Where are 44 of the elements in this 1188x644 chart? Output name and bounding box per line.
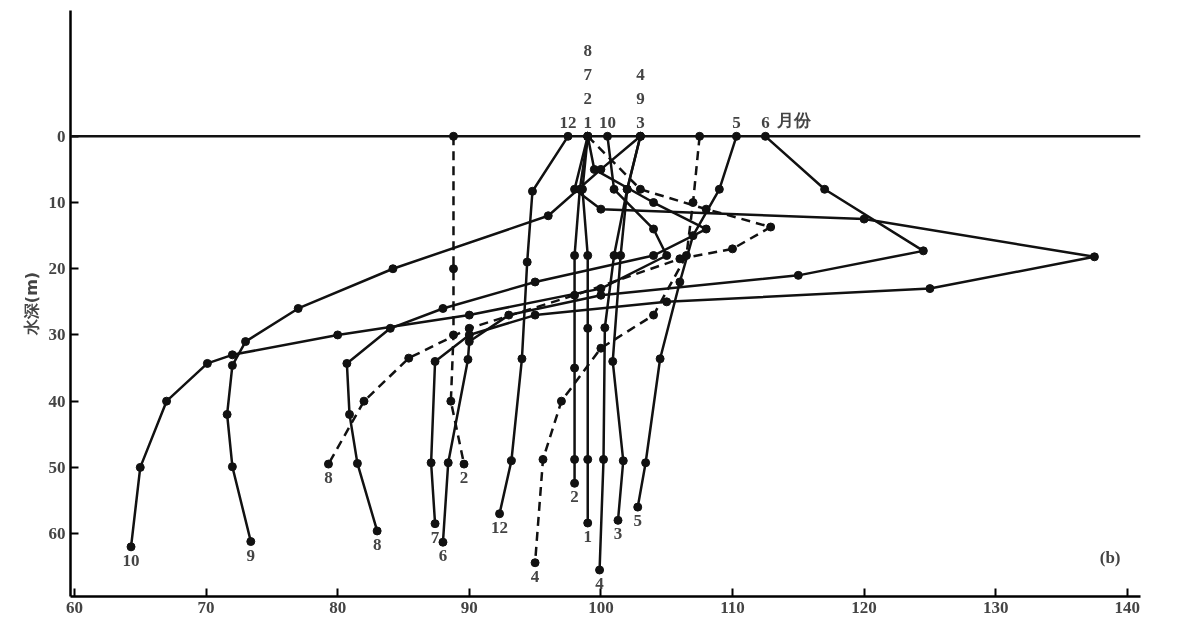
series-label: 3 — [636, 113, 645, 133]
series-label: 6 — [761, 113, 770, 133]
x-tick-label: 60 — [65, 597, 83, 617]
x-tick-label: 110 — [720, 597, 745, 617]
text: 8 — [583, 41, 592, 61]
text: 5 — [633, 511, 642, 531]
x-tick-label: 70 — [197, 597, 215, 617]
series-label: 7 — [430, 527, 440, 547]
series-label: 12 — [559, 113, 577, 133]
text: 12 — [491, 517, 509, 537]
text: 2 — [583, 89, 592, 109]
series-label: 2 — [459, 468, 469, 488]
y-tick-label: 30 — [48, 325, 66, 345]
y-tick-label: 40 — [48, 391, 66, 411]
series-label: 9 — [246, 545, 256, 565]
x-tick-label: 80 — [329, 597, 347, 617]
text: 10 — [122, 550, 140, 570]
y-tick-label: 20 — [48, 259, 66, 279]
y-tick-label: 0 — [57, 126, 66, 146]
annotation: 月份 — [775, 110, 812, 131]
x-tick-label: 100 — [588, 597, 614, 617]
text: 3 — [613, 524, 623, 544]
y-tick-label: 10 — [48, 193, 66, 213]
series-label: 8 — [372, 534, 382, 554]
text: 1 — [583, 113, 592, 133]
series-label: 8 — [324, 468, 333, 488]
x-tick-label: 130 — [982, 597, 1009, 617]
annotation: (b) — [1099, 547, 1121, 567]
series-label: 4 — [595, 574, 605, 594]
series-label: 5 — [732, 113, 741, 133]
y-tick-label: 60 — [48, 524, 66, 544]
text: 6 — [438, 546, 448, 566]
series-label: 10 — [598, 113, 616, 133]
series-label: 2 — [570, 487, 579, 507]
text: 9 — [636, 89, 645, 109]
x-tick-label: 90 — [460, 597, 478, 617]
series-label: 1 — [583, 527, 592, 546]
y-axis-title: 水深(m) — [21, 271, 41, 337]
x-tick-label: 120 — [851, 597, 877, 617]
text: 4 — [636, 65, 645, 85]
series-label: 4 — [530, 566, 540, 586]
text: 7 — [583, 65, 592, 85]
y-tick-label: 50 — [48, 457, 66, 477]
x-tick-label: 140 — [1114, 597, 1141, 617]
